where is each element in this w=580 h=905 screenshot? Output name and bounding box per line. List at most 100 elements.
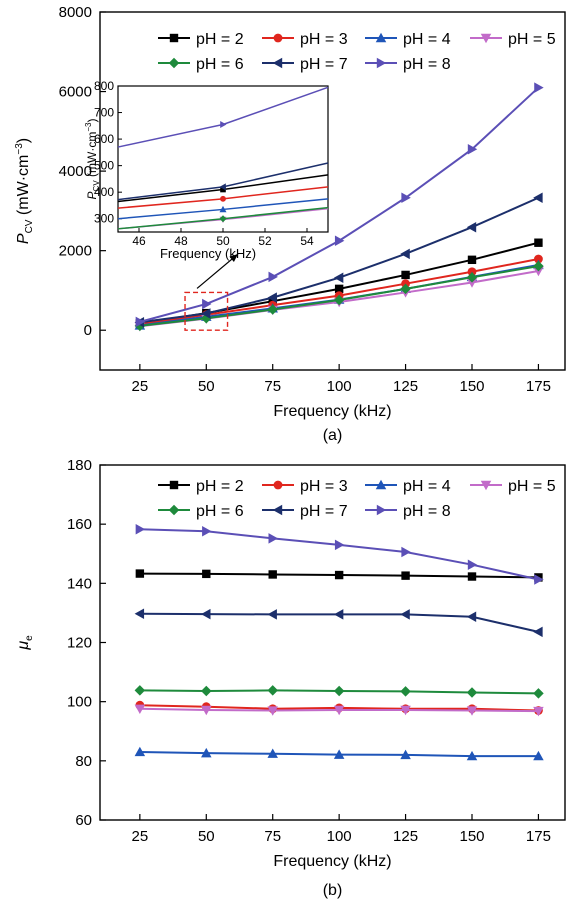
inset-y-axis-label: PCV (mW·cm−3) [84,119,101,200]
data-point [334,570,344,580]
data-point [134,685,146,696]
data-point [400,705,411,716]
inset-y-tick-label: 700 [94,106,114,120]
legend-label: pH = 2 [196,478,244,495]
data-point [201,705,212,716]
data-point [135,316,146,328]
legend-label: pH = 8 [403,503,451,520]
legend-marker [273,480,283,490]
data-point [268,570,277,579]
data-point [333,685,345,697]
data-point [533,260,544,272]
inset-x-tick-label: 54 [300,234,314,248]
legend-marker [376,57,387,69]
data-point [333,749,345,759]
data-point [401,546,411,558]
inset-y-tick-label: 500 [94,159,114,173]
data-point [134,746,146,757]
data-point [533,192,543,204]
y-tick-label: 180 [67,457,92,474]
data-point [334,539,345,551]
legend-marker [168,57,180,69]
y-axis-label: μe [15,635,35,651]
legend-marker [480,33,492,44]
data-point [333,609,344,620]
panel-b: 25 50 75 100 125 150 175 60 80 100 120 140 160 180 Fre… [15,457,566,899]
data-point [466,278,478,288]
y-tick-label: 8000 [59,4,92,21]
x-axis-label: Frequency (kHz) [273,853,391,870]
data-point [202,526,212,537]
x-tick-label: 25 [132,378,149,395]
data-point [134,608,145,620]
legend-marker [375,32,387,43]
data-point [201,747,212,758]
y-tick-label: 140 [67,575,92,592]
y-tick-label: 0 [84,322,92,339]
legend-label: pH = 6 [196,503,244,520]
inset-data-point [219,205,227,213]
data-point [268,271,278,283]
x-tick-label: 75 [264,828,281,845]
y-tick-label: 120 [67,635,92,652]
legend-marker [273,33,283,43]
data-point [267,748,278,758]
data-point [467,143,478,155]
legend-marker [272,504,283,516]
inset-x-tick-label: 50 [216,234,230,248]
data-point [400,686,411,697]
inset-data-point [220,120,227,128]
y-tick-label: 6000 [59,84,92,101]
data-point [201,308,211,319]
series-group [134,523,544,761]
data-point [202,298,212,310]
data-point [466,706,478,716]
zoom-arrow-head [229,254,238,263]
x-tick-label: 100 [327,828,352,845]
inset-data-point [219,215,227,223]
data-point [333,294,345,306]
y-axis: 0 2000 4000 6000 8000 [59,4,106,339]
data-point [401,571,410,580]
data-point [466,221,477,233]
data-point [334,235,345,246]
data-point [333,272,344,283]
y-tick-label: 4000 [59,163,92,180]
legend-marker [169,480,179,490]
panel-a: 25 50 75 100 125 150 175 0 2000 4000 6000 8000 Frequ… [14,4,566,444]
data-point [533,750,544,761]
data-point [534,82,544,93]
data-point [201,608,211,620]
legend-marker [480,480,492,491]
data-point [400,283,411,295]
legend: pH = 2 pH = 3 pH = 4 pH = 5 pH = 6 pH = 7 pH =… [158,31,556,73]
inset-chart: 46 48 50 52 54 300 400 500 600 700 800 Frequency (k… [84,79,329,261]
inset-y-tick-label: 400 [94,185,114,199]
data-point [267,292,277,303]
x-tick-label: 175 [526,378,551,395]
data-point [267,304,278,315]
panel-label: (a) [323,427,343,444]
data-point [400,248,410,260]
legend-marker [169,33,179,43]
y-tick-label: 160 [67,516,92,533]
legend-marker [375,479,387,490]
data-point [533,688,544,699]
inset-data-point [220,195,226,202]
data-point [466,611,477,623]
inset-data-point [220,186,226,193]
legend-label: pH = 3 [300,478,348,495]
data-point [333,705,345,716]
legend-marker [376,504,387,516]
legend-label: pH = 8 [403,56,451,73]
inset-x-tick-label: 52 [258,234,272,248]
legend-label: pH = 6 [196,56,244,73]
y-tick-label: 60 [75,812,92,829]
series-group [134,82,544,332]
data-point [202,569,211,579]
legend-label: pH = 5 [508,31,556,48]
inset-x-tick-label: 46 [132,234,146,248]
inset-x-tick-label: 48 [174,234,188,248]
x-tick-label: 125 [393,828,418,845]
